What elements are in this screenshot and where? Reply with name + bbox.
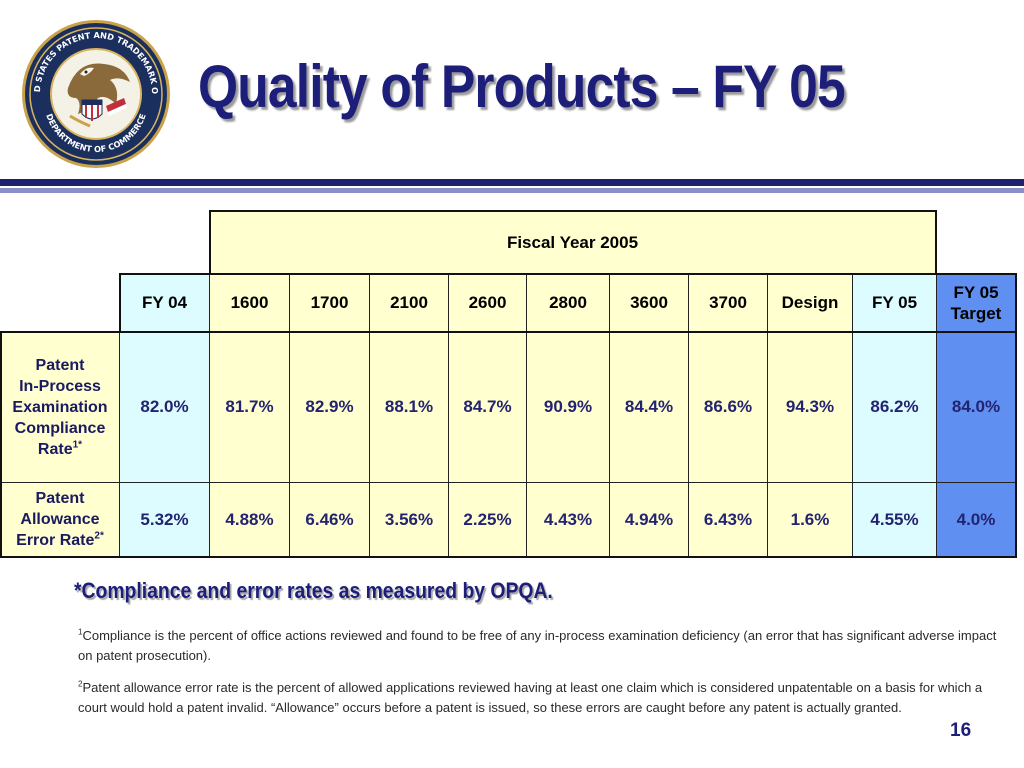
- table-cell-error-design: 1.6%: [767, 482, 853, 557]
- col-header-label: 3700: [709, 292, 747, 312]
- cell-value: 94.3%: [785, 397, 835, 416]
- row-header-line: Examination: [12, 398, 108, 416]
- page-title: Quality of Products – FY 05: [198, 53, 846, 120]
- col-header-label: Design: [781, 292, 839, 312]
- row-header-compliance-rate: Patent In-Process Examination Compliance…: [0, 331, 120, 483]
- table-cell-compliance-1600: 81.7%: [209, 331, 290, 483]
- col-header-label: 3600: [630, 292, 668, 312]
- col-header-label: 1600: [230, 292, 269, 312]
- cell-value: 3.56%: [384, 509, 434, 529]
- table-cell-error-fy04: 5.32%: [119, 482, 210, 557]
- cell-value: 82.0%: [140, 397, 189, 416]
- col-header-2600: 2600: [448, 273, 527, 332]
- cell-value: 84.7%: [463, 397, 512, 416]
- table-cell-compliance-2800: 90.9%: [526, 331, 610, 483]
- col-header-2100: 2100: [369, 273, 449, 332]
- table-cell-compliance-2600: 84.7%: [448, 331, 527, 483]
- table-cell-error-3600: 4.94%: [609, 482, 689, 557]
- cell-value: 4.0%: [956, 509, 996, 529]
- col-header-design: Design: [767, 273, 853, 332]
- target-header-line2: Target: [950, 303, 1002, 323]
- table-cell-compliance-fy05: 86.2%: [852, 331, 937, 483]
- table-cell-compliance-3600: 84.4%: [609, 331, 689, 483]
- title-divider-shadow: [0, 188, 1024, 193]
- table-cell-compliance-fy04: 82.0%: [119, 331, 210, 483]
- cell-value: 4.43%: [543, 509, 593, 529]
- cell-value: 6.46%: [305, 509, 354, 529]
- table-cell-error-2800: 4.43%: [526, 482, 610, 557]
- table-cell-error-3700: 6.43%: [688, 482, 768, 557]
- col-header-fy04: FY 04: [119, 273, 210, 332]
- footnote-marker: 1: [78, 627, 83, 637]
- row-header-allowance-error-rate: Patent Allowance Error Rate2*: [0, 482, 120, 557]
- footnote-2: 2Patent allowance error rate is the perc…: [78, 678, 998, 718]
- cell-value: 86.2%: [870, 397, 919, 416]
- col-header-label: 2600: [468, 292, 507, 312]
- footnote-1: 1Compliance is the percent of office act…: [78, 626, 998, 666]
- cell-value: 84.0%: [951, 397, 1001, 416]
- table-cell-compliance-3700: 86.6%: [688, 331, 768, 483]
- row-header-text: Error Rate: [16, 532, 95, 549]
- table-cell-error-fy05: 4.55%: [852, 482, 937, 557]
- cell-value: 88.1%: [384, 397, 434, 416]
- col-header-1600: 1600: [209, 273, 290, 332]
- cell-value: 81.7%: [225, 397, 274, 416]
- col-header-3600: 3600: [609, 273, 689, 332]
- title-divider: [0, 179, 1024, 186]
- col-header-label: FY 04: [141, 292, 188, 312]
- row-header-line: Compliance: [14, 419, 106, 437]
- col-header-label: FY 05: [871, 292, 918, 312]
- table-cell-compliance-1700: 82.9%: [289, 331, 370, 483]
- table-cell-error-1700: 6.46%: [289, 482, 370, 557]
- footnote-ref: 1*: [72, 439, 83, 451]
- footnote-marker: 2: [78, 679, 83, 689]
- col-header-1700: 1700: [289, 273, 370, 332]
- cell-value: 5.32%: [140, 509, 189, 529]
- table-cell-error-2100: 3.56%: [369, 482, 449, 557]
- col-header-label: 2100: [390, 292, 428, 312]
- col-header-fy05-target: FY 05 Target: [936, 273, 1016, 332]
- col-header-fy05: FY 05: [852, 273, 937, 332]
- row-header-line: Error Rate2*: [16, 530, 104, 551]
- cell-value: 84.4%: [624, 397, 674, 416]
- footnote-text: Compliance is the percent of office acti…: [78, 628, 997, 663]
- uspto-seal-logo: UNITED STATES PATENT AND TRADEMARK OFFIC…: [17, 10, 172, 170]
- cell-value: 2.25%: [463, 509, 512, 529]
- cell-value: 82.9%: [305, 397, 354, 416]
- table-cell-compliance-target: 84.0%: [936, 331, 1016, 483]
- row-header-line: Patent: [35, 356, 85, 374]
- col-header-2800: 2800: [526, 273, 610, 332]
- row-header-line: Patent: [35, 490, 85, 507]
- table-cell-compliance-design: 94.3%: [767, 331, 853, 483]
- row-header-text: Rate: [37, 440, 73, 458]
- cell-value: 4.55%: [870, 509, 919, 529]
- cell-value: 4.94%: [624, 509, 674, 529]
- target-header-line1: FY 05: [953, 282, 999, 302]
- col-header-label: 1700: [310, 292, 349, 312]
- row-header-line: Allowance: [20, 511, 100, 528]
- table-cell-error-target: 4.0%: [936, 482, 1016, 557]
- page-number: 16: [950, 720, 972, 741]
- table-cell-error-2600: 2.25%: [448, 482, 527, 557]
- footnote-ref: 2*: [94, 530, 104, 542]
- cell-value: 4.88%: [225, 509, 274, 529]
- table-cell-compliance-2100: 88.1%: [369, 331, 449, 483]
- cell-value: 1.6%: [790, 509, 830, 529]
- measurement-note: *Compliance and error rates as measured …: [74, 578, 553, 603]
- col-header-3700: 3700: [688, 273, 768, 332]
- fiscal-year-header-label: Fiscal Year 2005: [506, 232, 639, 252]
- footnote-text: Patent allowance error rate is the perce…: [78, 680, 983, 715]
- fiscal-year-header: Fiscal Year 2005: [209, 211, 936, 274]
- row-header-line: Rate1*: [38, 439, 82, 460]
- cell-value: 86.6%: [703, 397, 753, 416]
- cell-value: 90.9%: [543, 397, 593, 416]
- row-header-line: In-Process: [19, 377, 101, 395]
- cell-value: 6.43%: [703, 509, 753, 529]
- col-header-label: 2800: [549, 292, 587, 312]
- table-cell-error-1600: 4.88%: [209, 482, 290, 557]
